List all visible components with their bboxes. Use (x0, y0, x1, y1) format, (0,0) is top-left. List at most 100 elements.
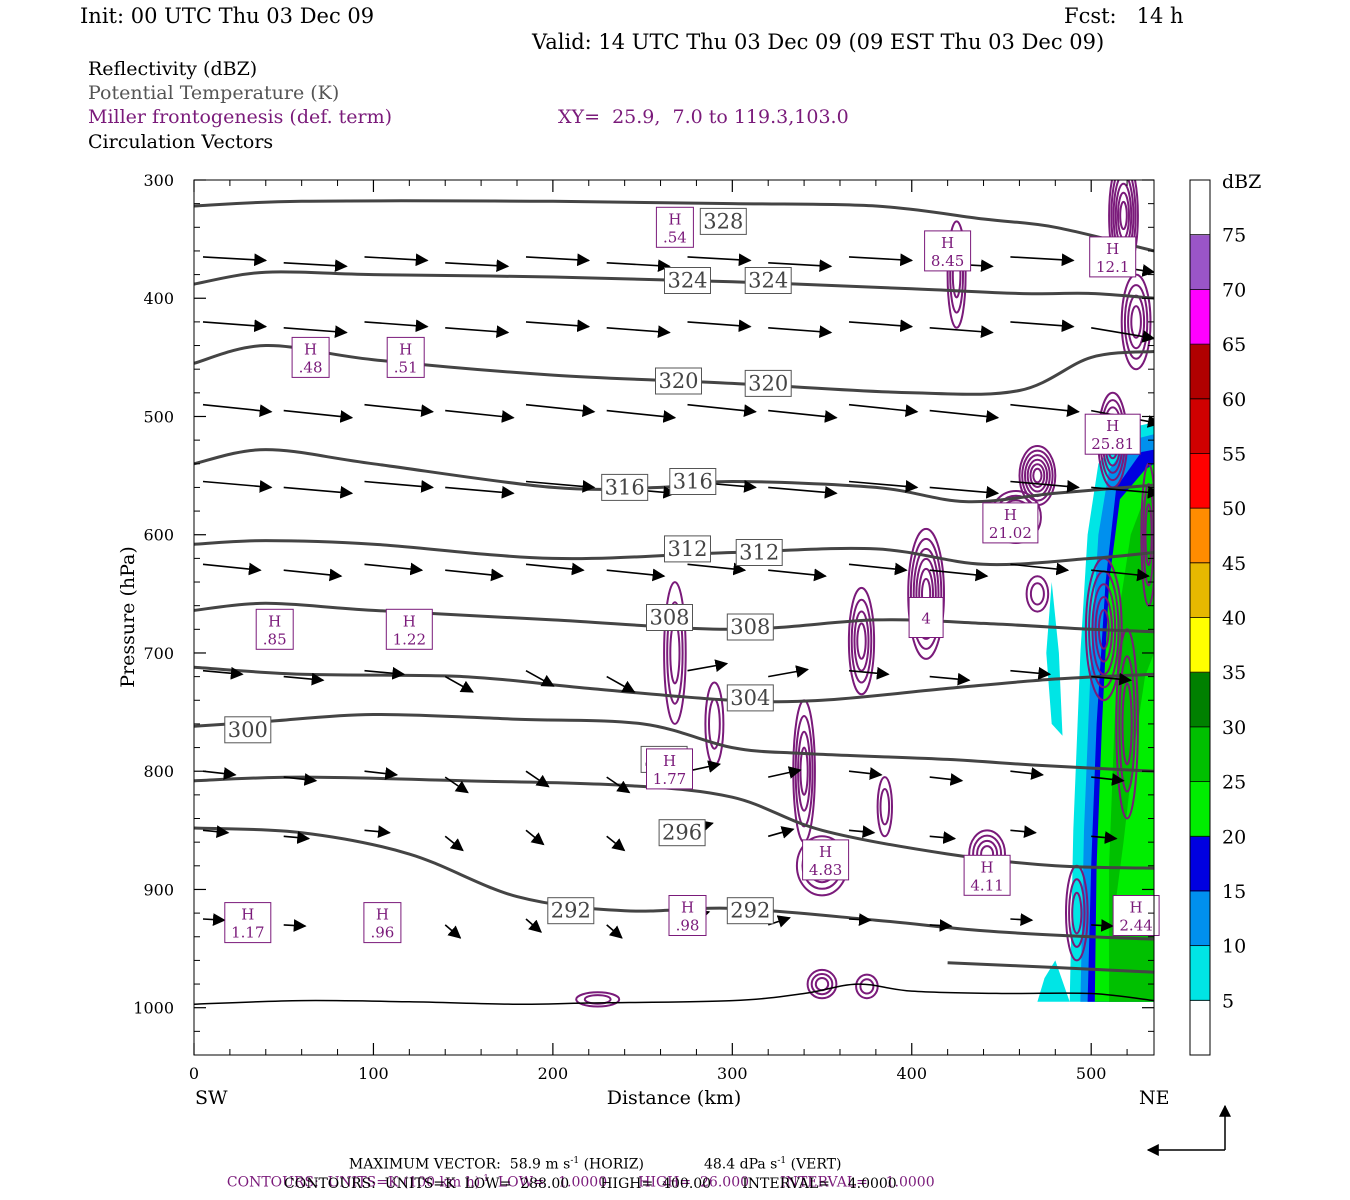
vector-12 (202, 319, 268, 333)
colorbar-swatch-8 (1190, 562, 1210, 618)
vector-82 (1010, 767, 1044, 780)
y-tick-label-300: 300 (143, 171, 174, 190)
fronto-contour-10-3 (1026, 458, 1049, 493)
max-label-5: H (1106, 417, 1119, 435)
colorbar-label-5: 5 (1222, 990, 1234, 1012)
theta-label-308-b-box (726, 613, 774, 641)
contours1-units: CONTOURS: UNITS=K (100 km h) (226, 1174, 481, 1191)
max-value-6: 21.02 (989, 524, 1032, 542)
max-value-7: .85 (263, 630, 287, 648)
vector-107 (1091, 919, 1114, 932)
vector-36 (202, 480, 273, 493)
vector-59 (1091, 568, 1150, 582)
vector-5 (606, 259, 671, 273)
vector-31 (768, 409, 838, 423)
vector-58 (1010, 562, 1070, 576)
vector-95 (1091, 831, 1118, 844)
max-label-8: H (403, 612, 416, 630)
theta-label-292: 292 (551, 899, 591, 923)
vector-25 (283, 409, 354, 423)
colorbar-label-55: 55 (1222, 443, 1246, 465)
valid-time: Valid: 14 UTC Thu 03 Dec 09 (09 EST Thu … (532, 30, 1105, 54)
fronto-contour-6-2 (912, 547, 940, 640)
max-box-14 (224, 902, 272, 944)
fronto-contour-15-1 (1123, 284, 1149, 360)
vector-71 (1091, 672, 1132, 686)
theta-contour-300 (194, 712, 1154, 773)
max-label-2: H (1106, 240, 1119, 258)
theta-label-320-box (655, 367, 702, 395)
fronto-contour-11-2 (1071, 891, 1083, 935)
vector-2 (364, 253, 429, 267)
theta-label-324-b: 324 (748, 269, 788, 293)
max-box-6 (982, 502, 1039, 544)
frontogenesis-maxima: H.54 H8.45H12.1H.48H.51H25.81H21.02H.85H1… (224, 206, 1160, 944)
vector-94 (1010, 825, 1037, 838)
max-box-5 (1084, 413, 1141, 455)
vector-19 (768, 325, 833, 339)
x-axis-label: Distance (km) (607, 1087, 742, 1109)
max-box-12 (963, 854, 1011, 896)
colorbar-label-15: 15 (1222, 881, 1246, 903)
max-vector-vert: 48.4 dPa s (703, 1156, 778, 1173)
vector-34 (1010, 403, 1080, 417)
theta-label-328-box (699, 207, 747, 235)
vector-60 (202, 666, 244, 680)
colorbar-swatch-14 (1190, 234, 1210, 290)
vector-16 (525, 319, 591, 333)
vector-8 (848, 253, 914, 267)
fronto-contour-21-1 (1029, 582, 1045, 606)
contours-frontogenesis-info: CONTOURS: UNITS=K (100 km h)-1 LOW= 1.00… (218, 1158, 935, 1191)
fronto-contour-18-2 (814, 977, 830, 992)
colorbar-swatch-11 (1190, 398, 1210, 454)
theta-label-320-b-box (744, 369, 792, 397)
max-label-3: H (304, 340, 317, 358)
max-value-0: .54 (663, 228, 687, 246)
max-label-14: H (241, 906, 254, 924)
theta-label-296: 296 (662, 821, 702, 845)
theta-label-316-b: 316 (673, 470, 713, 494)
colorbar-label-45: 45 (1222, 553, 1246, 575)
max-value-5: 25.81 (1091, 435, 1134, 453)
max-value-13: 2.44 (1119, 917, 1152, 935)
legend-reflectivity: Reflectivity (dBZ) (88, 58, 258, 80)
vector-18 (687, 319, 752, 333)
theta-contour-304 (194, 665, 1154, 704)
y-tick-label-900: 900 (143, 880, 174, 899)
max-label-7: H (268, 612, 281, 630)
colorbar-label-65: 65 (1222, 334, 1246, 356)
max-vector-units-exp: -1 (570, 1156, 580, 1166)
y-tick-label-600: 600 (143, 526, 174, 545)
theta-contour-308 (194, 601, 1154, 634)
max-value-12: 4.11 (970, 876, 1003, 894)
vector-54 (687, 562, 747, 576)
max-value-14: 1.17 (231, 924, 264, 942)
vector-10 (1010, 253, 1075, 267)
colorbar-swatch-7 (1190, 617, 1210, 673)
vector-55 (768, 568, 827, 582)
vector-65 (606, 675, 636, 693)
colorbar-label-25: 25 (1222, 772, 1246, 794)
y-tick-label-500: 500 (143, 407, 174, 426)
vector-92 (848, 825, 876, 838)
fronto-contour-6-1 (909, 537, 943, 650)
theta-label-312-b: 312 (739, 541, 779, 565)
colorbar-swatch-4 (1190, 781, 1210, 837)
theta-label-316: 316 (605, 475, 645, 499)
fronto-contour-18-0 (806, 968, 838, 1000)
fronto-contour-15-0 (1120, 273, 1152, 371)
fronto-contour-0-1 (666, 601, 684, 705)
theta-label-292-b-box (726, 897, 774, 925)
terrain-line (194, 983, 1154, 1005)
theta-label-304-box (726, 684, 774, 712)
max-label-15: H (376, 906, 389, 924)
vector-89 (606, 835, 626, 852)
vector-64 (525, 670, 555, 687)
vector-29 (606, 409, 677, 423)
vector-56 (848, 562, 908, 576)
vector-28 (525, 403, 596, 417)
fronto-contour-4-3 (856, 622, 867, 660)
max-vector-horiz: (HORIZ) (583, 1156, 644, 1173)
vector-38 (364, 480, 434, 493)
vector-15 (445, 325, 510, 339)
